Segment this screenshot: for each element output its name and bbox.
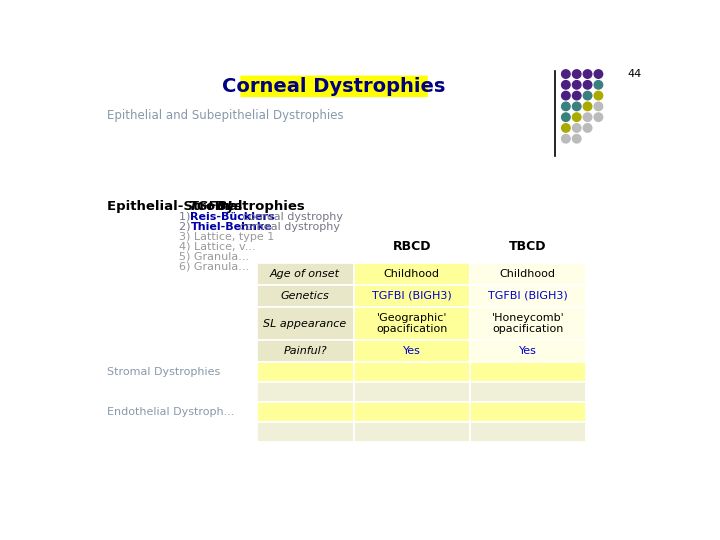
Circle shape: [562, 91, 570, 100]
Text: corneal dystrophy: corneal dystrophy: [235, 222, 340, 232]
Text: 3) Lattice, type 1: 3) Lattice, type 1: [179, 232, 274, 242]
Circle shape: [562, 102, 570, 111]
Bar: [469, 402, 586, 422]
Text: Childhood: Childhood: [384, 269, 440, 279]
Circle shape: [572, 102, 581, 111]
Bar: [256, 422, 354, 442]
Text: 5) Granula...: 5) Granula...: [179, 252, 249, 262]
Text: Yes: Yes: [519, 346, 537, 356]
Circle shape: [583, 70, 592, 78]
Text: RBCD: RBCD: [392, 240, 431, 253]
Text: TGFBI (BIGH3): TGFBI (BIGH3): [372, 291, 451, 301]
Bar: [469, 307, 586, 340]
Circle shape: [572, 91, 581, 100]
Text: Thiel-Behnke: Thiel-Behnke: [190, 222, 272, 232]
Text: TBCD: TBCD: [509, 240, 546, 253]
Text: Epithelial-Stromal: Epithelial-Stromal: [107, 200, 247, 213]
Circle shape: [583, 102, 592, 111]
Circle shape: [572, 70, 581, 78]
Bar: [469, 362, 586, 382]
Text: 'Honeycomb'
opacification: 'Honeycomb' opacification: [492, 313, 564, 334]
Text: Epithelial and Subepithelial Dystrophies: Epithelial and Subepithelial Dystrophies: [107, 110, 343, 123]
Circle shape: [562, 113, 570, 122]
Circle shape: [572, 80, 581, 89]
Bar: [469, 264, 586, 285]
Text: 4) Lattice, v...: 4) Lattice, v...: [179, 242, 256, 252]
Text: Corneal Dystrophies: Corneal Dystrophies: [222, 77, 446, 96]
Text: 'Geographic'
opacification: 'Geographic' opacification: [376, 313, 447, 334]
Text: Endothelial Dystroph...: Endothelial Dystroph...: [107, 407, 235, 417]
Circle shape: [583, 80, 592, 89]
Bar: [256, 307, 354, 340]
Bar: [354, 422, 469, 442]
Circle shape: [594, 91, 603, 100]
Circle shape: [583, 113, 592, 122]
Circle shape: [572, 113, 581, 122]
Bar: [354, 382, 469, 402]
Circle shape: [594, 113, 603, 122]
Text: 6) Granula...: 6) Granula...: [179, 262, 249, 272]
FancyBboxPatch shape: [240, 76, 428, 97]
Bar: [469, 285, 586, 307]
Bar: [256, 362, 354, 382]
Bar: [256, 264, 354, 285]
Circle shape: [583, 91, 592, 100]
Text: SL appearance: SL appearance: [264, 319, 347, 328]
Bar: [469, 340, 586, 362]
Circle shape: [562, 134, 570, 143]
Text: Reis-Bücklers: Reis-Bücklers: [190, 212, 275, 222]
Circle shape: [572, 124, 581, 132]
Text: Dystrophies: Dystrophies: [210, 200, 305, 213]
Bar: [256, 382, 354, 402]
Bar: [354, 264, 469, 285]
Text: 2): 2): [179, 222, 194, 232]
Bar: [256, 285, 354, 307]
Circle shape: [594, 102, 603, 111]
Text: Stromal Dystrophies: Stromal Dystrophies: [107, 367, 220, 377]
Circle shape: [583, 124, 592, 132]
Circle shape: [594, 70, 603, 78]
Bar: [354, 307, 469, 340]
Text: Painful?: Painful?: [283, 346, 327, 356]
Circle shape: [562, 124, 570, 132]
Text: Childhood: Childhood: [500, 269, 556, 279]
Circle shape: [562, 80, 570, 89]
Circle shape: [572, 134, 581, 143]
Text: Yes: Yes: [402, 346, 420, 356]
Text: 1): 1): [179, 212, 194, 222]
Bar: [354, 285, 469, 307]
Text: Genetics: Genetics: [281, 291, 330, 301]
Text: TGFBI: TGFBI: [189, 200, 233, 213]
Bar: [354, 362, 469, 382]
Bar: [256, 402, 354, 422]
Circle shape: [562, 70, 570, 78]
Text: 44: 44: [628, 70, 642, 79]
Bar: [469, 382, 586, 402]
Bar: [354, 340, 469, 362]
Bar: [469, 422, 586, 442]
Bar: [256, 340, 354, 362]
Circle shape: [594, 80, 603, 89]
Bar: [354, 402, 469, 422]
Text: Age of onset: Age of onset: [270, 269, 340, 279]
Text: TGFBI (BIGH3): TGFBI (BIGH3): [488, 291, 568, 301]
Text: corneal dystrophy: corneal dystrophy: [239, 212, 343, 222]
